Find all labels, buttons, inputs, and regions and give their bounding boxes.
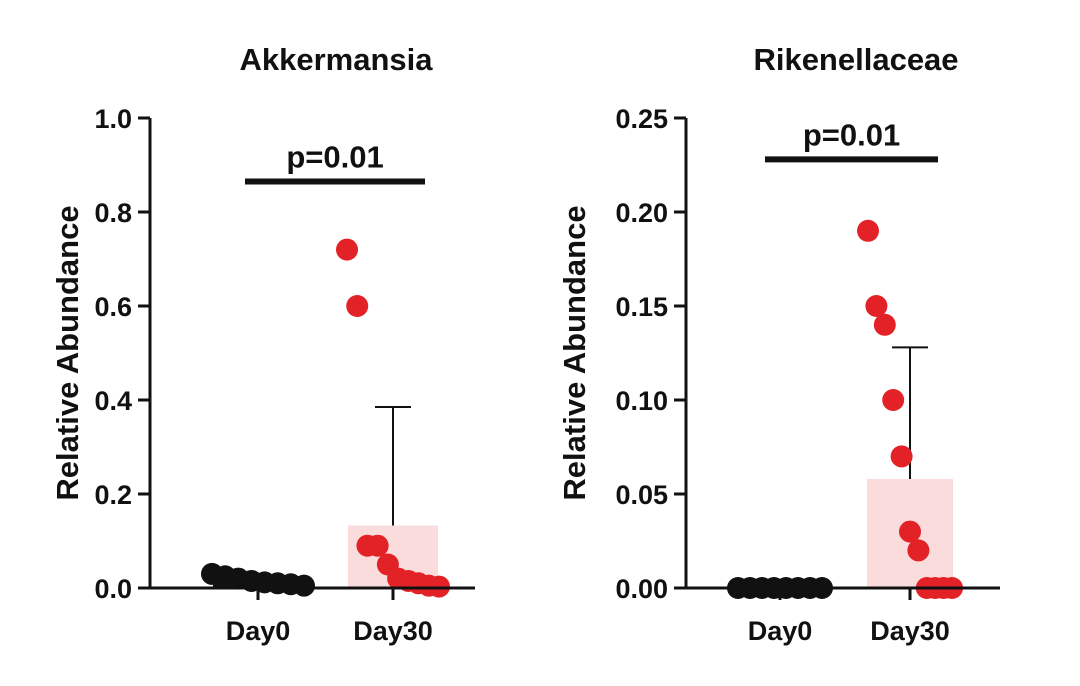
data-point-day30 xyxy=(366,534,389,557)
chart-title: Rikenellaceae xyxy=(753,42,958,77)
x-tick-label: Day30 xyxy=(870,616,950,646)
y-tick-label: 0.25 xyxy=(615,104,668,134)
chart-title: Akkermansia xyxy=(239,42,433,77)
y-axis-label: Relative Abundance xyxy=(557,205,592,500)
data-point-day30 xyxy=(346,295,369,317)
data-point-day30 xyxy=(873,313,896,336)
y-tick-label: 0.6 xyxy=(94,292,132,322)
data-point-day30 xyxy=(907,539,930,562)
y-tick-label: 0.15 xyxy=(615,292,668,322)
y-tick-label: 0.4 xyxy=(94,386,132,416)
y-axis-label: Relative Abundance xyxy=(50,205,85,500)
y-tick-label: 0.10 xyxy=(615,386,668,416)
data-point-day30 xyxy=(890,445,913,468)
data-point-day30 xyxy=(899,520,921,543)
x-tick-label: Day30 xyxy=(353,616,433,646)
p-value-label: p=0.01 xyxy=(286,139,383,174)
data-point-day30 xyxy=(865,295,888,317)
data-point-day30 xyxy=(882,389,905,411)
y-tick-label: 0.2 xyxy=(94,480,132,510)
y-tick-label: 0.0 xyxy=(94,574,132,604)
x-tick-label: Day0 xyxy=(226,616,291,646)
chart-rikenellaceae: Rikenellaceae Relative Abundance 0.00 0.05 0… xyxy=(557,42,1000,646)
data-point-day30 xyxy=(857,219,879,242)
data-point-day0 xyxy=(293,574,315,597)
y-tick-label: 1.0 xyxy=(94,104,132,134)
chart-akkermansia: Akkermansia Relative Abundance 0.0 0.2 0.4 0.… xyxy=(50,42,475,646)
y-tick-label: 0.05 xyxy=(615,480,668,510)
data-point-day30 xyxy=(336,238,358,261)
y-tick-label: 0.00 xyxy=(615,574,668,604)
y-tick-label: 0.20 xyxy=(615,198,668,228)
y-tick-label: 0.8 xyxy=(94,198,132,228)
x-tick-label: Day0 xyxy=(748,616,813,646)
p-value-label: p=0.01 xyxy=(803,117,900,152)
